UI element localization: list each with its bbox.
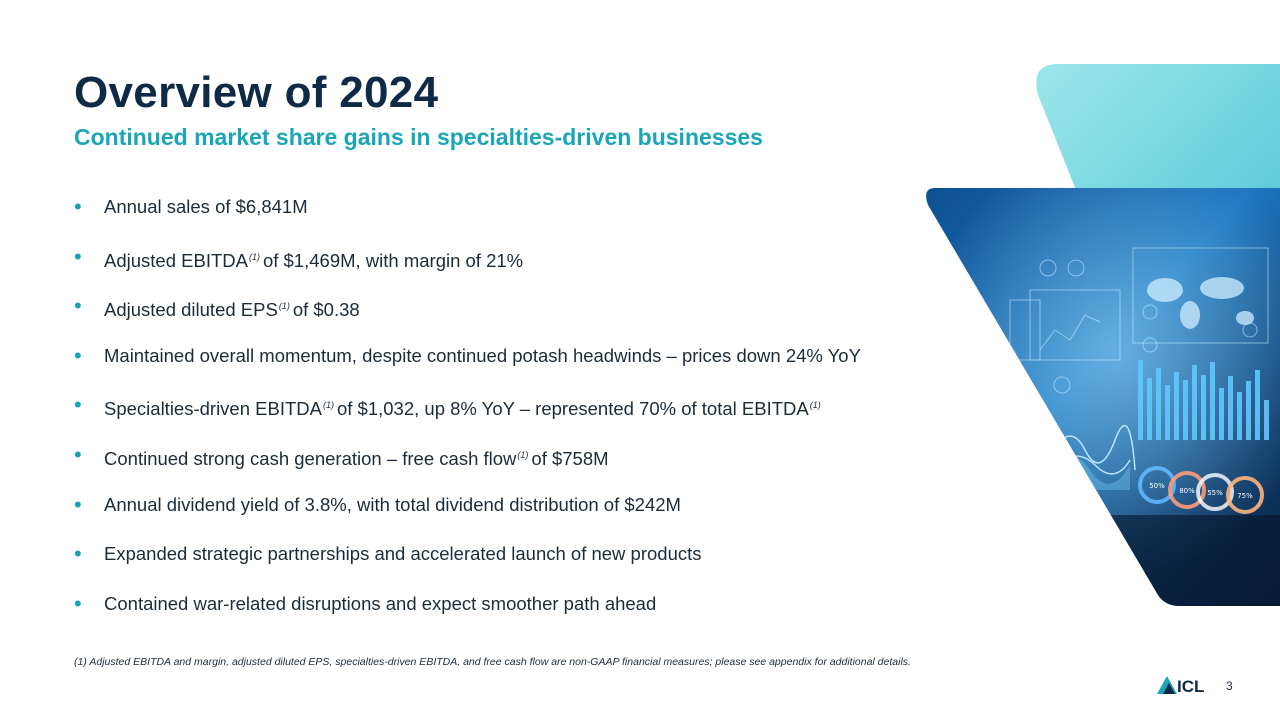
bullet-dot-icon: • bbox=[74, 590, 82, 616]
icl-logo: ICL bbox=[1157, 676, 1204, 696]
bullet-dot-icon: • bbox=[74, 293, 82, 319]
bullet-text: Annual dividend yield of 3.8%, with tota… bbox=[104, 493, 681, 515]
footnote-marker: (1) bbox=[248, 251, 260, 262]
bullet-dot-icon: • bbox=[74, 342, 82, 368]
bullet-item: • Specialties-driven EBITDA(1) of $1,032,… bbox=[74, 391, 861, 441]
bullet-text: Continued strong cash generation – free … bbox=[104, 448, 517, 470]
footnote: (1) Adjusted EBITDA and margin, adjusted… bbox=[74, 656, 911, 668]
bullet-item: • Annual sales of $6,841M bbox=[74, 193, 861, 243]
bullet-text: of $0.38 bbox=[292, 299, 360, 321]
bullet-text: Adjusted EBITDA bbox=[104, 249, 248, 271]
bullet-item: • Maintained overall momentum, despite c… bbox=[74, 342, 861, 392]
bullet-text: of $758M bbox=[531, 448, 609, 470]
footnote-marker: (1) bbox=[322, 400, 334, 411]
bullet-text: of $1,469M, with margin of 21% bbox=[262, 249, 524, 271]
bullet-text: Adjusted diluted EPS bbox=[104, 299, 278, 321]
gauge-label: 75% bbox=[1237, 492, 1253, 500]
bullet-dot-icon: • bbox=[74, 441, 82, 467]
slide-subtitle: Continued market share gains in specialt… bbox=[74, 124, 763, 150]
bullet-item: • Adjusted diluted EPS(1) of $0.38 bbox=[74, 292, 861, 342]
bullet-text: of $1,032, up 8% YoY – represented 70% o… bbox=[336, 398, 809, 420]
bullet-text: Expanded strategic partnerships and acce… bbox=[104, 543, 702, 565]
footnote-marker: (1) bbox=[278, 301, 290, 312]
gauge-label: 50% bbox=[1149, 482, 1165, 490]
gauge-label: 55% bbox=[1207, 489, 1223, 497]
bullet-list: • Annual sales of $6,841M • Adjusted EBI… bbox=[74, 193, 861, 639]
page-number: 3 bbox=[1226, 679, 1233, 693]
bullet-dot-icon: • bbox=[74, 243, 82, 269]
bullet-dot-icon: • bbox=[74, 392, 82, 418]
bullet-item: • Expanded strategic partnerships and ac… bbox=[74, 540, 861, 590]
footnote-marker: (1) bbox=[809, 400, 821, 411]
bullet-text: Contained war-related disruptions and ex… bbox=[104, 592, 657, 614]
bullet-dot-icon: • bbox=[74, 194, 82, 219]
slide-title: Overview of 2024 bbox=[74, 68, 439, 117]
bullet-dot-icon: • bbox=[74, 541, 82, 567]
bullet-item: • Adjusted EBITDA(1) of $1,469M, with mar… bbox=[74, 243, 861, 293]
bullet-item: • Contained war-related disruptions and … bbox=[74, 590, 861, 640]
bullet-text: Annual sales of $6,841M bbox=[104, 196, 308, 217]
gauge-label: 80% bbox=[1179, 487, 1195, 495]
bullet-text: Maintained overall momentum, despite con… bbox=[104, 344, 861, 366]
bullet-dot-icon: • bbox=[74, 491, 82, 517]
bullet-text: Specialties-driven EBITDA bbox=[104, 398, 322, 420]
bullet-item: • Annual dividend yield of 3.8%, with to… bbox=[74, 491, 861, 541]
bullet-item: • Continued strong cash generation – fre… bbox=[74, 441, 861, 491]
logo-text: ICL bbox=[1177, 677, 1204, 696]
footnote-marker: (1) bbox=[517, 449, 529, 460]
